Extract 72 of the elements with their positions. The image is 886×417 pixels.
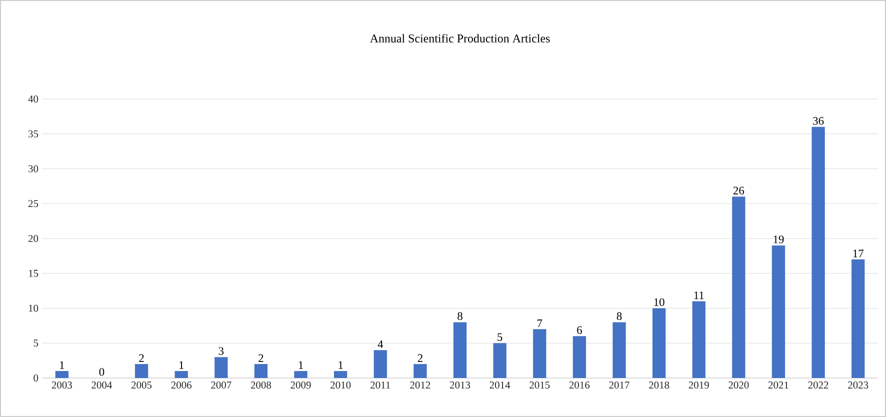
bar bbox=[852, 259, 865, 378]
data-label: 1 bbox=[179, 361, 184, 369]
x-tick-label: 2010 bbox=[330, 382, 351, 389]
y-tick-label: 35 bbox=[28, 130, 38, 138]
x-tick-label: 2006 bbox=[171, 382, 192, 389]
x-tick-label: 2007 bbox=[211, 382, 232, 389]
data-label: 0 bbox=[99, 368, 104, 376]
data-label: 17 bbox=[853, 250, 864, 258]
bar bbox=[334, 371, 348, 378]
x-tick-label: 2008 bbox=[250, 382, 272, 389]
y-tick-label: 30 bbox=[28, 165, 38, 172]
x-tick-label: 2014 bbox=[490, 382, 510, 389]
x-tick-label: 2013 bbox=[450, 382, 470, 389]
data-label: 2 bbox=[418, 354, 422, 362]
data-label: 2 bbox=[139, 354, 144, 362]
data-label: 7 bbox=[538, 319, 542, 327]
bar bbox=[493, 343, 506, 378]
bar bbox=[692, 301, 706, 378]
x-tick-label: 2021 bbox=[768, 382, 788, 389]
data-label: 1 bbox=[338, 361, 343, 369]
data-label: 5 bbox=[498, 333, 502, 341]
bar bbox=[572, 336, 586, 378]
x-tick-label: 2009 bbox=[290, 382, 311, 389]
data-label: 36 bbox=[813, 117, 824, 125]
data-label: 1 bbox=[298, 361, 303, 369]
y-tick-label: 25 bbox=[28, 200, 38, 208]
x-tick-label: 2018 bbox=[649, 382, 670, 389]
bar bbox=[174, 371, 188, 378]
bar bbox=[652, 308, 666, 378]
data-label: 8 bbox=[458, 312, 462, 320]
bar bbox=[533, 329, 546, 378]
bar bbox=[374, 350, 387, 378]
bar bbox=[812, 126, 825, 378]
data-label: 8 bbox=[616, 312, 622, 320]
y-tick-label: 20 bbox=[28, 234, 38, 242]
x-tick-label: 2015 bbox=[530, 382, 550, 389]
bar bbox=[453, 322, 467, 378]
data-label: 1 bbox=[60, 361, 64, 369]
data-label: 6 bbox=[577, 326, 582, 334]
x-tick-label: 2012 bbox=[410, 382, 430, 389]
x-tick-label: 2019 bbox=[688, 382, 709, 389]
y-tick-label: 5 bbox=[34, 340, 38, 347]
data-label: 11 bbox=[694, 292, 704, 300]
x-tick-label: 2005 bbox=[132, 382, 152, 389]
data-label: 2 bbox=[258, 354, 264, 362]
x-tick-label: 2017 bbox=[609, 382, 630, 389]
chart-title: Annual Scientific Production Articles bbox=[370, 34, 550, 42]
bar bbox=[732, 196, 746, 378]
x-tick-label: 2003 bbox=[52, 382, 72, 389]
x-tick-label: 2004 bbox=[92, 382, 112, 389]
x-tick-label: 2020 bbox=[728, 382, 749, 389]
y-tick-label: 10 bbox=[28, 304, 38, 312]
data-label: 26 bbox=[733, 186, 744, 194]
x-tick-label: 2011 bbox=[370, 382, 390, 389]
x-tick-label: 2022 bbox=[808, 382, 828, 389]
y-tick-label: 40 bbox=[28, 95, 38, 103]
bar bbox=[134, 364, 148, 378]
data-label: 10 bbox=[654, 298, 664, 306]
bar bbox=[612, 322, 626, 378]
data-label: 3 bbox=[218, 347, 224, 355]
data-label: 19 bbox=[774, 236, 784, 244]
x-tick-label: 2016 bbox=[569, 382, 590, 389]
bar bbox=[214, 357, 228, 378]
bar bbox=[294, 371, 308, 378]
bar bbox=[414, 364, 427, 378]
bar bbox=[55, 371, 68, 378]
y-tick-label: 15 bbox=[28, 270, 38, 277]
x-tick-label: 2023 bbox=[848, 382, 868, 389]
y-tick-label: 0 bbox=[34, 374, 38, 382]
bar bbox=[254, 364, 268, 378]
data-label: 4 bbox=[378, 340, 384, 348]
bar bbox=[772, 245, 786, 378]
